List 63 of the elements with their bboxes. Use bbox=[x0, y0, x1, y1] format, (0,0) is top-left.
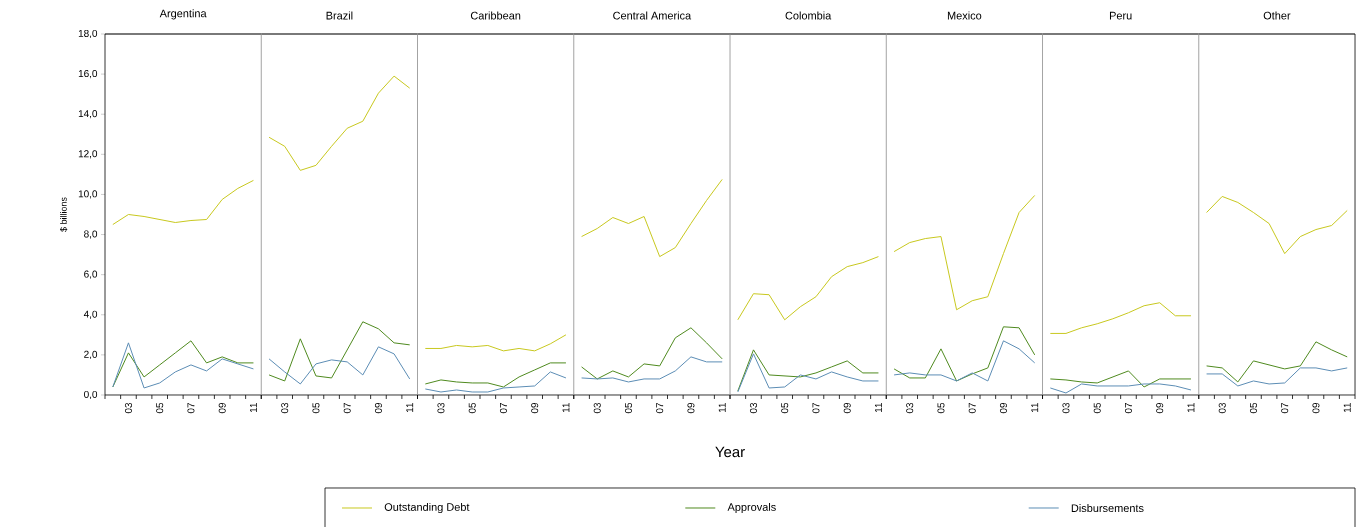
x-tick-label: 07 bbox=[968, 402, 976, 414]
x-tick-label: 11 bbox=[250, 402, 257, 412]
x-tick-label: 05 bbox=[781, 402, 789, 414]
x-tick-label: 09 bbox=[843, 402, 851, 414]
x-tick-label: 11 bbox=[1343, 402, 1351, 412]
legend-label: Outstanding Debt bbox=[384, 502, 470, 513]
x-tick-label: 11 bbox=[406, 402, 414, 412]
x-tick-label: 07 bbox=[187, 402, 195, 414]
x-tick-label: 07 bbox=[1281, 402, 1289, 414]
x-tick-label: 03 bbox=[749, 402, 757, 414]
y-tick-label: 8,0 bbox=[84, 230, 98, 239]
x-axis-title: Year bbox=[715, 446, 745, 458]
x-tick-label: 11 bbox=[1187, 402, 1195, 412]
y-tick-label: 18,0 bbox=[78, 29, 98, 38]
y-tick-label: 12,0 bbox=[78, 150, 98, 159]
x-tick-label: 07 bbox=[656, 402, 664, 414]
x-tick-label: 03 bbox=[281, 402, 289, 414]
x-tick-label: 09 bbox=[1312, 402, 1320, 414]
chart-title: Central America bbox=[613, 11, 692, 20]
chart-title: Mexico bbox=[947, 11, 982, 20]
x-tick-label: 05 bbox=[624, 402, 632, 414]
chart-title: Colombia bbox=[785, 11, 832, 20]
chart-title: Peru bbox=[1109, 11, 1132, 20]
x-tick-label: 07 bbox=[1124, 402, 1132, 414]
y-tick-label: 14,0 bbox=[78, 109, 98, 119]
x-tick-label: 07 bbox=[812, 402, 820, 414]
chart-title: Caribbean bbox=[470, 11, 521, 20]
x-tick-label: 09 bbox=[374, 402, 382, 414]
chart-title: Argentina bbox=[159, 9, 207, 20]
x-tick-label: 09 bbox=[531, 402, 539, 414]
x-tick-label: 05 bbox=[312, 402, 320, 414]
x-tick-label: 11 bbox=[1031, 402, 1039, 412]
y-tick-label: 16,0 bbox=[78, 69, 98, 79]
x-tick-label: 03 bbox=[906, 402, 914, 414]
x-tick-label: 03 bbox=[1062, 402, 1070, 414]
x-tick-label: 03 bbox=[593, 402, 601, 414]
x-tick-label: 05 bbox=[1093, 402, 1101, 414]
chart-title: Other bbox=[1263, 11, 1291, 20]
x-tick-label: 11 bbox=[562, 402, 570, 412]
x-tick-label: 03 bbox=[437, 402, 445, 414]
x-tick-label: 05 bbox=[1249, 402, 1257, 414]
x-tick-label: 11 bbox=[718, 402, 726, 412]
y-tick-label: 0,0 bbox=[84, 390, 98, 399]
x-tick-label: 09 bbox=[999, 402, 1007, 414]
chart-title: Brazil bbox=[326, 11, 353, 20]
x-tick-label: 07 bbox=[499, 402, 507, 414]
legend-label: Approvals bbox=[727, 502, 776, 513]
x-tick-label: 09 bbox=[1156, 402, 1164, 414]
x-tick-label: 11 bbox=[875, 402, 882, 412]
x-tick-label: 05 bbox=[937, 402, 945, 414]
y-axis-title: $ billions bbox=[60, 197, 68, 232]
x-tick-label: 03 bbox=[124, 402, 132, 414]
y-tick-label: 6,0 bbox=[84, 270, 98, 279]
x-tick-label: 05 bbox=[468, 402, 476, 414]
legend-label: Disbursements bbox=[1071, 503, 1144, 512]
x-tick-label: 05 bbox=[156, 402, 164, 414]
x-tick-label: 07 bbox=[343, 402, 351, 414]
y-tick-label: 4,0 bbox=[83, 310, 98, 319]
y-tick-label: 2,0 bbox=[84, 350, 98, 359]
y-tick-label: 10,0 bbox=[78, 190, 98, 199]
x-tick-label: 09 bbox=[687, 402, 695, 414]
x-tick-label: 03 bbox=[1218, 402, 1226, 414]
x-tick-label: 09 bbox=[218, 402, 226, 414]
